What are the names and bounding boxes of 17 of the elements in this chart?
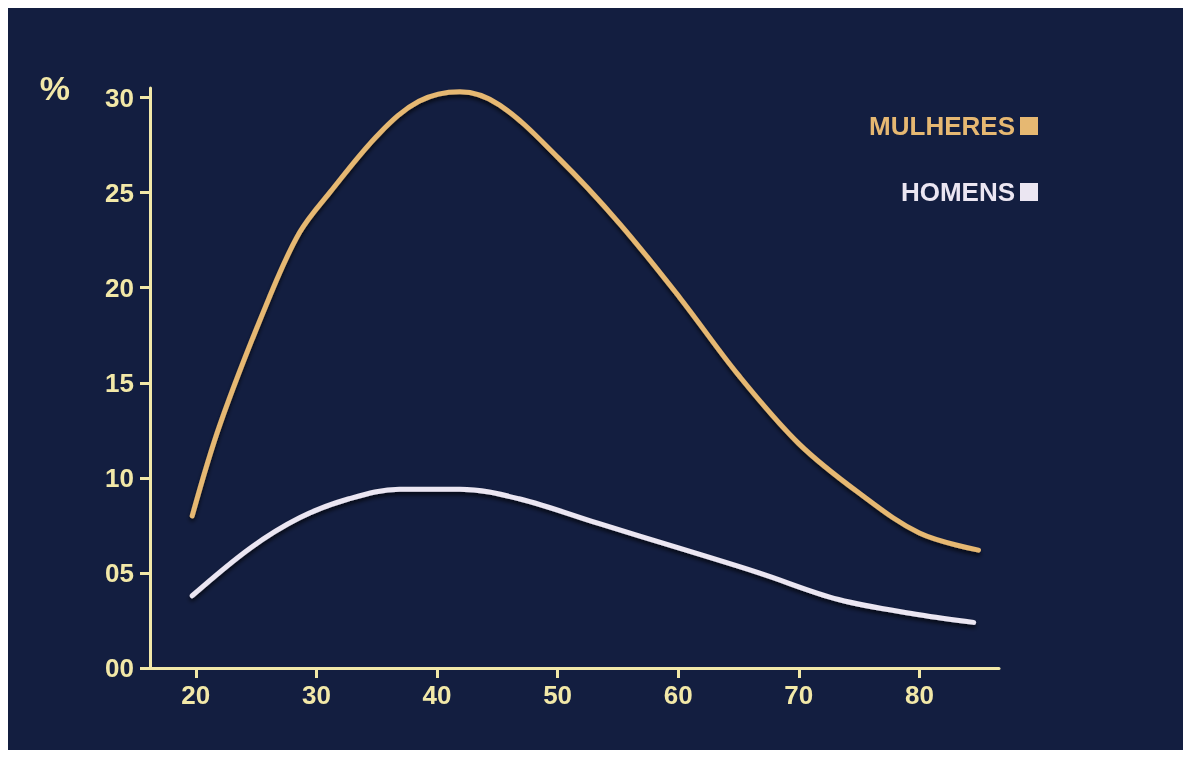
x-tick-label: 20 <box>181 680 211 710</box>
y-tick-label: 10 <box>105 462 134 493</box>
x-tick-label: 60 <box>663 680 693 710</box>
x-tick-label: 30 <box>301 680 331 710</box>
y-tick-label: 20 <box>105 272 134 303</box>
legend-label: HOMENS <box>900 177 1015 207</box>
y-tick-label: 30 <box>105 82 134 113</box>
y-axis-title: % <box>39 69 70 107</box>
y-tick-label: 15 <box>105 367 134 398</box>
y-tick-label: 00 <box>105 653 134 683</box>
legend-label: MULHERES <box>869 111 1015 141</box>
y-tick-label: 05 <box>105 557 134 588</box>
y-tick-label: 25 <box>105 177 134 208</box>
x-tick-label: 70 <box>784 680 814 710</box>
x-tick-label: 40 <box>422 680 452 710</box>
x-tick-label: 80 <box>904 680 934 710</box>
x-tick-label: 50 <box>543 680 573 710</box>
